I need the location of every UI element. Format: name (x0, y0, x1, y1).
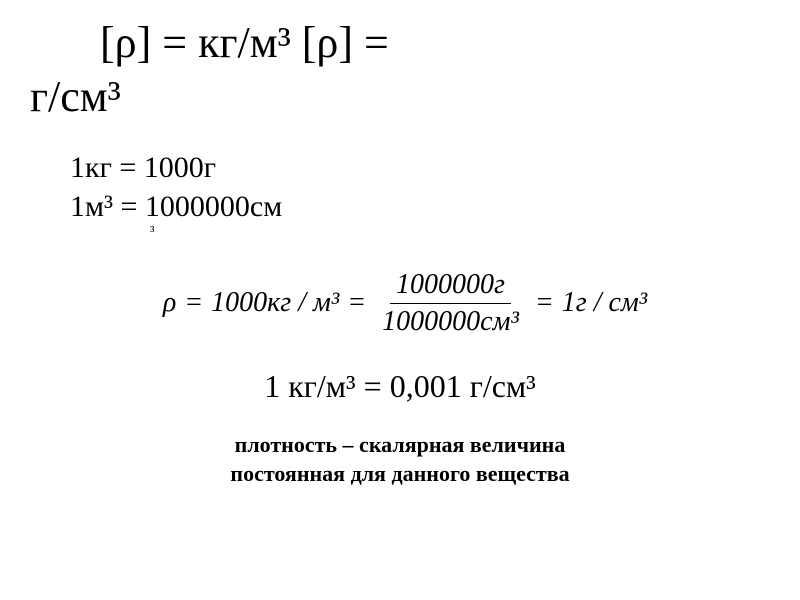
density-formula: ρ = 1000кг / м³ = 1000000г 1000000см³ = … (0, 269, 800, 338)
definition-line-1: плотность – скалярная величина (0, 431, 800, 460)
result-conversion: 1 кг/м³ = 0,001 г/см³ (0, 368, 800, 405)
formula-eq3: = (535, 287, 554, 319)
formula-val1: 1000кг / м³ (211, 287, 339, 319)
mass-conversion: 1кг = 1000г (70, 148, 800, 187)
formula-eq2: = (347, 287, 366, 319)
fraction-numerator: 1000000г (390, 269, 511, 304)
volume-conversion: 1м³ = 1000000см (70, 187, 800, 226)
density-definition: плотность – скалярная величина постоянна… (0, 431, 800, 488)
formula-rho: ρ (163, 287, 176, 319)
fraction-denominator: 1000000см³ (376, 304, 525, 338)
definition-line-2: постоянная для данного вещества (0, 460, 800, 489)
formula-fraction: 1000000г 1000000см³ (376, 269, 525, 338)
formula-eq1: = (184, 287, 203, 319)
title-line-2: г/см³ (0, 71, 800, 124)
formula-val3: 1г / см³ (562, 287, 647, 319)
title-line-1: [ρ] = кг/м³ [ρ] = (0, 0, 800, 71)
conversion-block: 1кг = 1000г 1м³ = 1000000см ³ (0, 148, 800, 241)
volume-exponent: ³ (70, 224, 800, 241)
